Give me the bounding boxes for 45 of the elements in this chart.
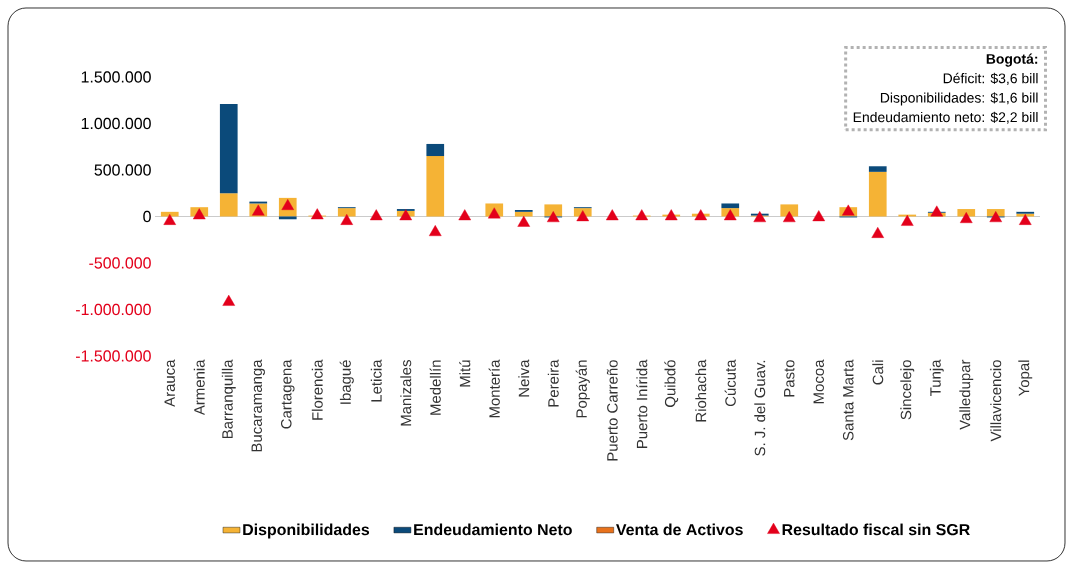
x-tick-label: Bucaramanga xyxy=(251,359,265,452)
x-tick-label: Neiva xyxy=(518,359,530,397)
x-tick-label: Barranquilla xyxy=(221,359,236,439)
y-tick-label: -1.500.000 xyxy=(75,350,151,362)
x-tick-label: Mitú xyxy=(459,360,471,387)
annotation: Déficit: $3,6 bill xyxy=(943,72,1038,85)
x-tick-label: Puerto Inírida xyxy=(636,359,648,448)
x-tick-label: Ibagué xyxy=(339,360,354,404)
x-tick-label: Sincelejo xyxy=(900,360,915,420)
legend-label: Disponibilidades xyxy=(243,523,370,539)
x-tick-label: Leticia xyxy=(370,359,382,402)
x-tick-label: Villavicencio xyxy=(990,360,1002,442)
x-tick-label: Quibdó xyxy=(664,360,679,407)
x-tick-label: Santa Marta xyxy=(842,359,854,441)
x-tick-label: Manizales xyxy=(400,360,412,426)
x-tick-label: Popayán xyxy=(575,360,590,418)
x-tick-label: Cali xyxy=(872,360,884,385)
y-tick-label: 1.500.000 xyxy=(81,71,151,83)
x-tick-label: Pereira xyxy=(547,359,559,407)
legend-label: Endeudamiento Neto xyxy=(414,523,572,536)
x-tick-label: Arauca xyxy=(164,359,175,407)
x-tick-label: Medellín xyxy=(429,360,441,415)
y-tick-label: -1.000.000 xyxy=(75,303,151,316)
annotation: Endeudamiento neto: $2,2 bill xyxy=(853,111,1038,124)
x-tick-label: Florencia xyxy=(311,359,323,420)
x-tick-label: Puerto Carreño xyxy=(606,360,618,461)
x-tick-label: Cartagena xyxy=(280,359,295,429)
x-tick-label: Mocoa xyxy=(813,359,824,404)
y-tick-label: -500.000 xyxy=(89,257,151,269)
x-tick-label: Yopal xyxy=(1018,360,1033,397)
annotation: Disponibilidades: $1,6 bill xyxy=(880,92,1038,106)
text: Bogotá: xyxy=(986,53,1038,67)
x-tick-label: Pasto xyxy=(784,360,795,397)
x-tick-label: Montería xyxy=(488,359,500,418)
x-tick-label: Armenia xyxy=(193,359,205,416)
legend-label: Resultado fiscal sin SGR xyxy=(782,523,970,536)
x-tick-label: Tunja xyxy=(929,359,944,397)
y-tick-label: 1.000.000 xyxy=(81,117,151,130)
legend-label: Venta de Activos xyxy=(616,523,743,536)
x-tick-label: Riohacha xyxy=(695,359,707,422)
x-tick-label: S. J. del Guav. xyxy=(754,360,766,456)
x-tick-label: Cúcuta xyxy=(724,359,736,407)
y-tick-label: 0 xyxy=(143,210,151,223)
x-tick-label: Valledupar xyxy=(959,359,974,430)
y-tick-label: 500.000 xyxy=(94,164,151,176)
